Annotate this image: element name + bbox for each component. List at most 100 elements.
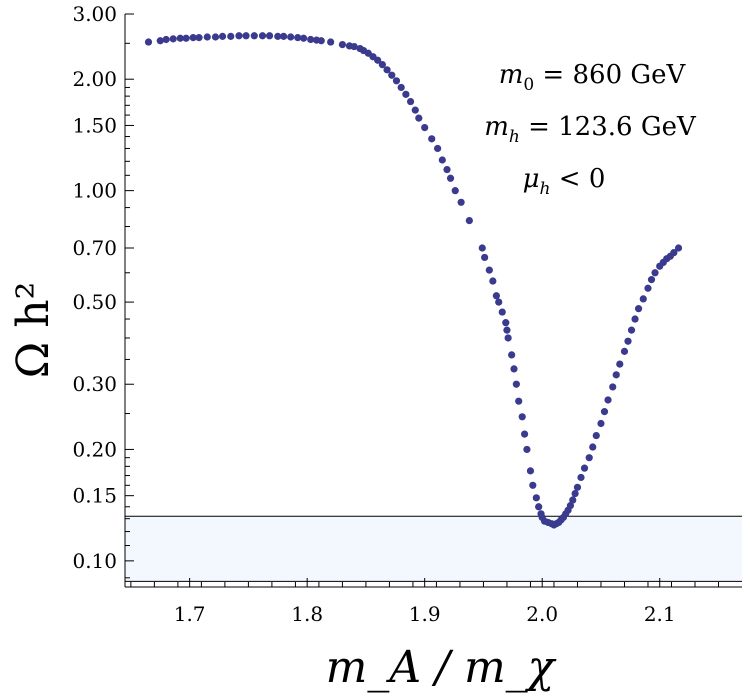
data-point <box>294 34 302 42</box>
data-point <box>203 33 211 41</box>
data-point <box>620 347 629 355</box>
data-point <box>176 34 184 42</box>
data-point <box>392 77 401 85</box>
data-point <box>169 35 177 43</box>
data-point <box>434 144 442 153</box>
data-point <box>515 397 523 405</box>
data-point <box>274 32 282 40</box>
x-axis-ticks: 1.7 1.8 1.9 2.0 2.1 <box>130 578 719 626</box>
annotation-mh: mh = 123.6 GeV <box>484 112 697 147</box>
data-point <box>242 32 250 40</box>
x-tick-label: 2.1 <box>644 602 676 626</box>
data-point <box>428 135 436 143</box>
data-point <box>670 249 678 257</box>
y-tick-label: 0.10 <box>72 549 117 573</box>
y-tick-label: 2.00 <box>72 67 117 91</box>
y-tick-label: 0.20 <box>72 437 117 461</box>
data-point <box>597 419 605 428</box>
data-point <box>144 38 153 46</box>
data-point <box>235 32 243 40</box>
data-point <box>350 42 358 51</box>
data-point <box>624 337 632 345</box>
data-point <box>502 319 510 327</box>
data-point <box>634 305 643 313</box>
y-axis-title: Ω h² <box>8 282 59 378</box>
data-point <box>300 34 308 42</box>
x-tick-label: 2.0 <box>526 602 558 626</box>
data-point <box>189 34 197 42</box>
data-point <box>600 408 609 416</box>
data-point <box>631 315 639 323</box>
y-tick-label: 1.50 <box>72 113 117 137</box>
data-point <box>585 454 593 462</box>
data-point <box>211 33 220 41</box>
data-point <box>388 71 396 79</box>
y-tick-label: 0.30 <box>72 372 117 396</box>
data-point <box>182 34 190 42</box>
data-point <box>532 494 540 502</box>
data-point <box>402 90 410 98</box>
data-point <box>218 32 227 40</box>
y-tick-label: 0.15 <box>72 484 117 508</box>
data-point <box>338 41 347 49</box>
data-point <box>415 114 423 122</box>
data-points <box>144 32 683 529</box>
data-point <box>287 33 295 41</box>
x-tick-label: 1.7 <box>174 602 206 626</box>
data-point <box>503 326 511 334</box>
data-point <box>481 253 489 262</box>
data-point <box>647 276 656 284</box>
data-point <box>378 61 386 69</box>
annotation-m0: m0 = 860 GeV <box>499 60 687 95</box>
data-point <box>589 443 597 451</box>
data-point <box>195 34 203 42</box>
data-point <box>571 489 579 498</box>
data-point <box>529 481 537 489</box>
data-point <box>374 56 382 64</box>
data-point <box>492 292 500 300</box>
y-tick-label: 1.00 <box>72 179 117 203</box>
data-point <box>406 97 415 106</box>
data-point <box>523 445 531 454</box>
data-point <box>580 464 589 472</box>
data-point <box>438 156 446 164</box>
data-point <box>478 244 486 252</box>
data-point <box>383 66 391 74</box>
data-point <box>421 124 429 132</box>
data-point <box>573 483 582 491</box>
relic-density-band <box>125 516 742 582</box>
y-tick-label: 0.70 <box>72 236 117 260</box>
data-point <box>609 383 617 391</box>
data-point <box>411 106 419 114</box>
data-point <box>498 308 506 316</box>
data-point <box>651 269 659 277</box>
data-point <box>518 413 526 421</box>
annotation-mu: μh < 0 <box>523 164 606 199</box>
y-tick-label: 3.00 <box>72 2 117 26</box>
y-axis-ticks: 0.10 0.15 0.20 0.30 0.50 0.70 1.00 1.50 2.00 3.00 <box>72 2 134 579</box>
y-tick-label: 0.50 <box>72 290 117 314</box>
data-point <box>156 37 164 45</box>
data-point <box>317 37 325 45</box>
data-point <box>612 371 620 379</box>
data-point <box>616 360 624 368</box>
data-point <box>604 396 612 404</box>
data-point <box>510 365 518 373</box>
data-point <box>250 32 258 40</box>
data-point <box>495 298 503 306</box>
data-point <box>535 503 543 511</box>
data-point <box>489 277 497 285</box>
data-point <box>327 38 335 46</box>
data-point <box>465 217 473 225</box>
x-tick-label: 1.9 <box>409 602 441 626</box>
data-point <box>307 35 315 44</box>
data-point <box>569 496 577 504</box>
data-point <box>526 467 535 475</box>
data-point <box>639 295 647 303</box>
data-point <box>446 174 455 182</box>
data-point <box>566 502 575 510</box>
data-point <box>457 198 465 206</box>
data-point <box>592 431 600 440</box>
data-point <box>520 430 529 438</box>
